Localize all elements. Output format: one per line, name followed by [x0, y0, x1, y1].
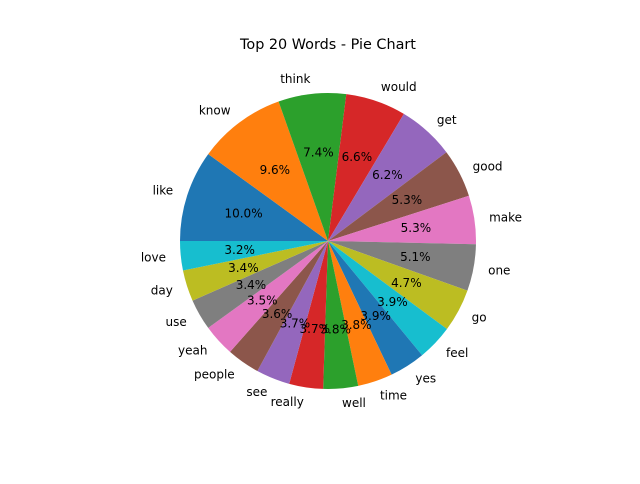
slice-label-people: people [194, 367, 235, 381]
percent-label-people: 3.6% [262, 307, 293, 321]
percent-label-yeah: 3.5% [247, 294, 278, 308]
percent-label-know: 9.6% [260, 163, 291, 177]
slice-label-love: love [141, 250, 166, 264]
percent-label-day: 3.4% [228, 261, 259, 275]
slice-label-feel: feel [446, 346, 468, 360]
percent-label-feel: 3.9% [377, 295, 408, 309]
chart-title: Top 20 Words - Pie Chart [239, 37, 416, 53]
percent-label-make: 5.3% [401, 221, 432, 235]
percent-label-go: 4.7% [391, 276, 422, 290]
percent-label-would: 6.6% [342, 150, 373, 164]
slice-label-like: like [153, 184, 174, 198]
slice-label-really: really [271, 395, 304, 409]
slice-label-yeah: yeah [178, 343, 207, 357]
percent-label-think: 7.4% [303, 146, 334, 160]
slice-label-time: time [380, 388, 407, 402]
percent-label-one: 5.1% [400, 250, 431, 264]
percent-label-like: 10.0% [224, 207, 262, 221]
pie-slices [180, 93, 476, 389]
slice-label-use: use [166, 315, 187, 329]
percent-label-love: 3.2% [224, 243, 255, 257]
slice-label-day: day [151, 283, 173, 297]
slice-label-get: get [437, 113, 457, 127]
slice-label-one: one [488, 263, 510, 277]
percent-label-good: 5.3% [392, 193, 423, 207]
slice-label-go: go [472, 311, 487, 325]
slice-label-know: know [199, 104, 231, 118]
slice-label-would: would [381, 80, 417, 94]
slice-label-well: well [342, 396, 366, 410]
percent-label-get: 6.2% [372, 168, 403, 182]
percent-label-use: 3.4% [236, 278, 267, 292]
slice-label-see: see [246, 385, 267, 399]
slice-label-good: good [473, 159, 503, 173]
slice-label-think: think [280, 72, 310, 86]
slice-label-yes: yes [415, 371, 436, 385]
slice-label-make: make [489, 211, 522, 225]
